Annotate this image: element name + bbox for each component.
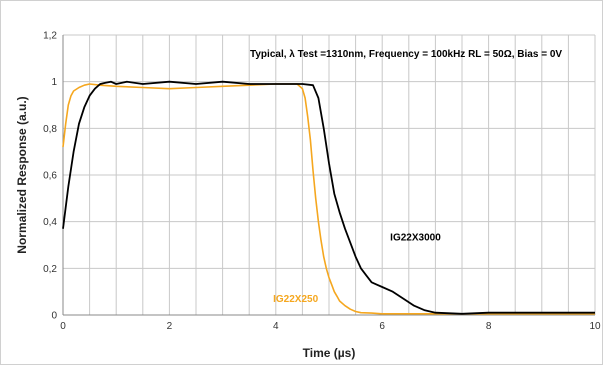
y-tick-labels: 0 0,2 0,4 0,6 0,8 1 1,2 <box>43 31 57 322</box>
x-tick-label: 8 <box>486 321 492 332</box>
grid <box>62 34 596 316</box>
x-tick-label: 0 <box>60 321 66 332</box>
series-label-ig22x250: IG22X250 <box>273 294 318 305</box>
series-labels: IG22X3000 IG22X250 <box>273 232 441 305</box>
y-tick-label: 0 <box>51 311 57 322</box>
x-tick-label: 6 <box>379 321 385 332</box>
y-tick-label: 0,2 <box>43 264 57 275</box>
x-axis-title: Time (µs) <box>303 346 356 360</box>
series-lines <box>62 80 595 315</box>
x-tick-label: 2 <box>167 321 173 332</box>
x-tick-label: 4 <box>273 321 279 332</box>
y-tick-label: 0,4 <box>43 217 57 228</box>
y-tick-label: 1,2 <box>43 31 57 42</box>
x-tick-labels: 0 2 4 6 8 10 <box>60 321 601 332</box>
x-tick-label: 10 <box>589 321 601 332</box>
conditions-annotation: Typical, λ Test =1310nm, Frequency = 100… <box>250 49 562 60</box>
series-line-ig22x3000 <box>62 80 595 315</box>
y-tick-label: 0,6 <box>43 171 57 182</box>
series-line-ig22x250 <box>62 83 595 315</box>
y-tick-label: 1 <box>51 77 57 88</box>
series-label-ig22x3000: IG22X3000 <box>390 232 441 243</box>
y-tick-label: 0,8 <box>43 124 57 135</box>
y-axis-title: Normalized Response (a.u.) <box>15 96 29 253</box>
